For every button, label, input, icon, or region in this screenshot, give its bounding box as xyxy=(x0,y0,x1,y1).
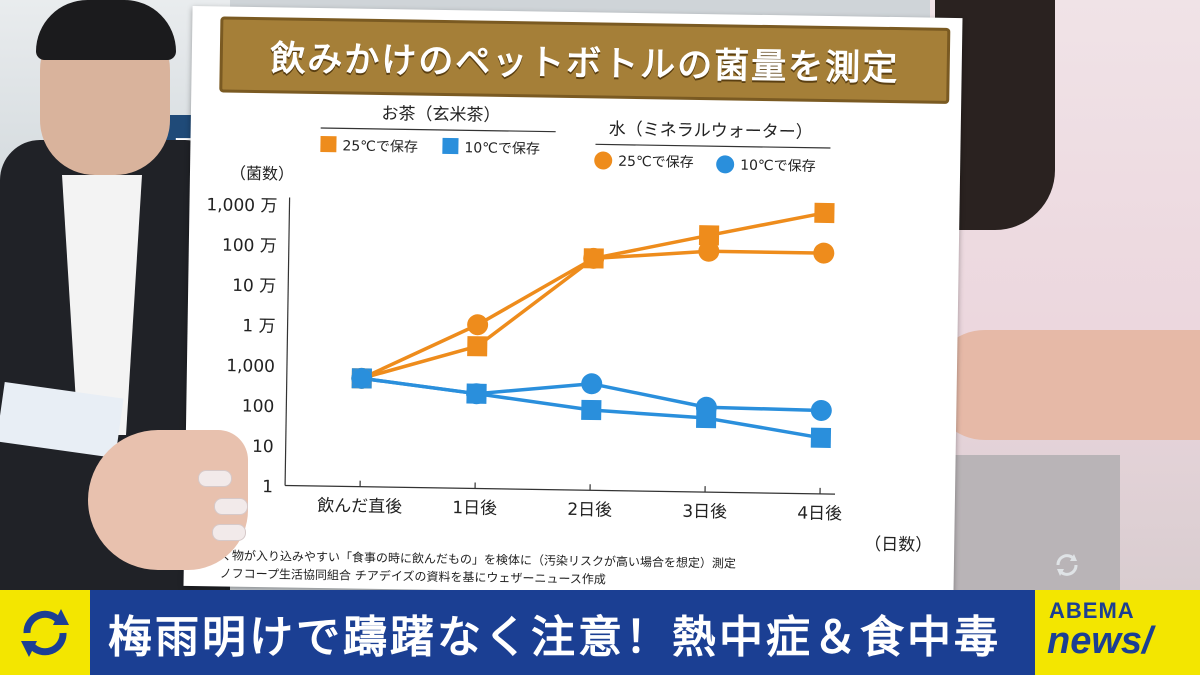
series-4-circle-point xyxy=(581,373,603,395)
ticker-headline: 梅雨明けで躊躇なく注意！熱中症＆食中毒 xyxy=(108,611,1001,663)
series-4-circle-point xyxy=(695,396,717,418)
series-3-circle-point xyxy=(467,314,489,336)
y-tick-label: 1 xyxy=(262,477,273,497)
x-tick-label: 4日後 xyxy=(797,504,842,525)
water-group-divider xyxy=(595,143,831,149)
y-tick-label: 100 xyxy=(242,397,275,418)
refresh-arrows-icon xyxy=(0,590,90,675)
x-axis-line xyxy=(285,484,836,495)
y-tick-label: 1 万 xyxy=(242,316,276,337)
chart-board: 飲みかけのペットボトルの菌量を測定 お茶（玄米茶） 水（ミネラルウォーター） 2… xyxy=(183,5,963,599)
legend-orange-circle-icon xyxy=(594,151,613,170)
x-tick-label: 3日後 xyxy=(682,502,727,523)
presenter-hair xyxy=(36,0,176,60)
y-axis-unit-label: （菌数） xyxy=(230,164,294,184)
y-tick-label: 10 万 xyxy=(232,276,276,297)
fingernail xyxy=(214,498,248,515)
fingernail xyxy=(198,470,232,487)
y-axis-line xyxy=(284,197,291,486)
series-1-square-point xyxy=(814,202,835,224)
host-arm xyxy=(930,330,1200,440)
legend-water-25: 25℃で保存 xyxy=(618,154,694,171)
fingernail xyxy=(212,524,246,541)
bacteria-line-chart: お茶（玄米茶） 水（ミネラルウォーター） 25℃で保存 10℃で保存 25℃で保… xyxy=(206,104,932,587)
y-tick-label: 100 万 xyxy=(222,236,277,257)
series-3-circle-point xyxy=(698,240,720,262)
abema-logo-top: ABEMA xyxy=(1049,598,1135,623)
series-3-circle-point xyxy=(583,247,605,269)
y-tick-label: 10 xyxy=(252,437,274,457)
legend-tea-10: 10℃で保存 xyxy=(464,140,540,157)
legend-orange-square-icon xyxy=(320,136,337,153)
legend-blue-circle-icon xyxy=(716,155,735,174)
series-4-circle-point xyxy=(466,383,488,405)
y-tick-label: 1,000 xyxy=(226,356,275,377)
y-tick-label: 1,000 万 xyxy=(206,195,277,216)
series-4-circle-point xyxy=(351,367,373,389)
tea-group-label: お茶（玄米茶） xyxy=(381,104,500,126)
legend-tea-25: 25℃で保存 xyxy=(342,138,418,155)
host-skirt xyxy=(930,455,1120,590)
refresh-icon[interactable] xyxy=(1052,550,1082,580)
series-3-circle-point xyxy=(813,242,835,264)
abema-logo-bottom: news/ xyxy=(1047,620,1153,662)
legend-water-10: 10℃で保存 xyxy=(740,158,816,175)
legend-blue-square-icon xyxy=(442,137,459,155)
x-tick-label: 2日後 xyxy=(567,500,612,521)
series-1-square-point xyxy=(467,336,488,357)
series-1-square-point xyxy=(698,225,720,246)
tea-group-divider xyxy=(320,127,556,133)
x-tick-label: 飲んだ直後 xyxy=(317,496,402,517)
series-2-square-point xyxy=(810,427,832,448)
series-line-1 xyxy=(361,211,825,381)
series-4-circle-point xyxy=(810,399,832,421)
source-note-line-2: ノフコープ生活協同組合 チアデイズの資料を基にウェザーニュース作成 xyxy=(220,565,606,586)
abema-news-logo: ABEMA news/ xyxy=(1035,590,1200,675)
series-2-square-point xyxy=(581,399,602,421)
x-axis-unit-label: （日数） xyxy=(864,535,932,556)
news-ticker: 梅雨明けで躊躇なく注意！熱中症＆食中毒 xyxy=(0,590,1200,675)
water-group-label: 水（ミネラルウォーター） xyxy=(609,120,813,143)
x-tick-label: 1日後 xyxy=(452,498,497,519)
